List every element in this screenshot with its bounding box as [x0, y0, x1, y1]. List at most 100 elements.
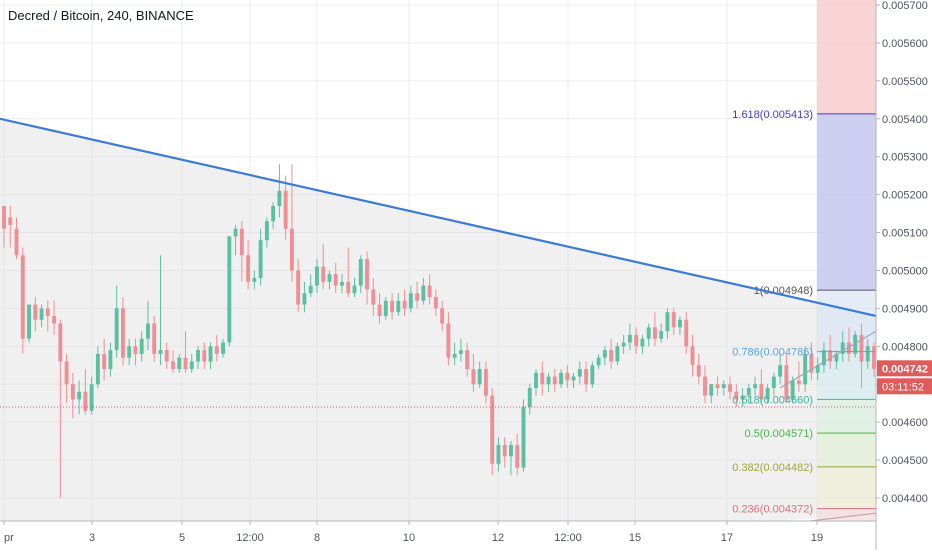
candle-body [164, 350, 169, 362]
candle-body [58, 323, 63, 362]
candle-body [258, 240, 263, 279]
candle-body [596, 357, 601, 366]
x-tick-label: 19 [811, 532, 823, 544]
candle-body [196, 350, 200, 362]
candle-body [415, 293, 420, 301]
candle-body [146, 323, 150, 339]
candle-body [95, 353, 100, 385]
candle-body [308, 285, 313, 294]
candle-body [803, 353, 808, 385]
candle-body [352, 285, 357, 294]
candle-body [277, 190, 282, 206]
candle-body [358, 259, 363, 286]
y-tick-label: 0.005300 [882, 152, 928, 164]
candle-body [652, 327, 657, 339]
x-tick-label: 8 [314, 532, 320, 544]
candle-body [233, 228, 238, 237]
candle-body [534, 372, 538, 389]
candle-body [327, 274, 332, 282]
candle-body [627, 334, 632, 343]
fib-zone-4 [817, 433, 876, 467]
candle-body [315, 266, 319, 286]
candle-body [377, 304, 382, 316]
candle-body [408, 293, 413, 309]
candle-body [828, 350, 833, 362]
candle-body [102, 353, 107, 370]
candle-body [120, 308, 125, 358]
fib-level-label: 1.618(0.005413) [732, 109, 813, 121]
fib-level-label: 0.618(0.004660) [732, 394, 813, 406]
fib-level-label: 0.236(0.004372) [732, 504, 813, 516]
candle-body [271, 205, 276, 222]
x-tick-label: 17 [721, 532, 733, 544]
candle-body [433, 297, 438, 309]
candle-body [859, 334, 864, 362]
candle-body [114, 308, 119, 351]
price-tag-label: 0.004742 [882, 363, 928, 375]
candle-body [821, 350, 826, 366]
chart-title: Decred / Bitcoin, 240, BINANCE [6, 7, 196, 24]
x-tick-label: 12 [492, 532, 504, 544]
fib-level-label: 0.382(0.004482) [732, 462, 813, 474]
candle-body [659, 331, 664, 339]
fib-level-label: 0.5(0.004571) [745, 428, 814, 440]
candle-body [872, 346, 876, 370]
candle-body [740, 395, 745, 400]
countdown-tag [877, 378, 932, 395]
candle-body [734, 391, 739, 400]
candle-body [214, 346, 219, 354]
candle-body [171, 361, 175, 370]
candle-body [208, 346, 213, 362]
x-tick-label: 15 [629, 532, 641, 544]
candle-body [458, 350, 463, 354]
candle-body [602, 350, 607, 358]
candle-body [421, 285, 426, 301]
candle-body [847, 342, 851, 354]
candle-body [665, 312, 670, 332]
candle-body [615, 346, 620, 362]
candle-body [784, 365, 789, 400]
candle-body [540, 372, 545, 385]
candle-body [715, 384, 720, 389]
candle-body [771, 376, 776, 389]
candle-body [571, 376, 576, 381]
candle-body [646, 327, 651, 339]
candle-body [340, 281, 344, 286]
candle-body [2, 205, 6, 229]
candle-body [383, 300, 388, 316]
candle-body [177, 357, 182, 370]
x-tick-label: 10 [403, 532, 415, 544]
candle-body [753, 384, 758, 389]
y-tick-label: 0.004400 [882, 493, 928, 505]
y-tick-label: 0.005000 [882, 265, 928, 277]
candle-body [527, 388, 532, 407]
candle-body [796, 380, 801, 385]
candle-body [264, 221, 269, 241]
candle-body [509, 444, 513, 457]
candle-body [440, 308, 445, 324]
candle-body [502, 444, 507, 457]
candle-body [621, 342, 626, 347]
candle-body [840, 342, 845, 354]
candle-body [640, 338, 645, 347]
y-tick-label: 0.005600 [882, 38, 928, 50]
candle-body [402, 300, 407, 309]
candle-body [671, 312, 676, 328]
candle-body [634, 334, 639, 347]
candle-body [289, 228, 294, 271]
candle-body [365, 259, 369, 290]
candle-body [609, 350, 614, 362]
candle-body [371, 289, 376, 305]
candle-body [20, 255, 25, 339]
candle-body [252, 278, 257, 282]
candle-body [696, 365, 701, 377]
candle-body [139, 338, 144, 354]
candle-body [477, 369, 482, 385]
candle-body [221, 342, 226, 354]
fib-zone-3 [817, 399, 876, 434]
candle-body [239, 228, 244, 256]
candle-body [721, 384, 726, 389]
descending-trendline [0, 117, 877, 318]
